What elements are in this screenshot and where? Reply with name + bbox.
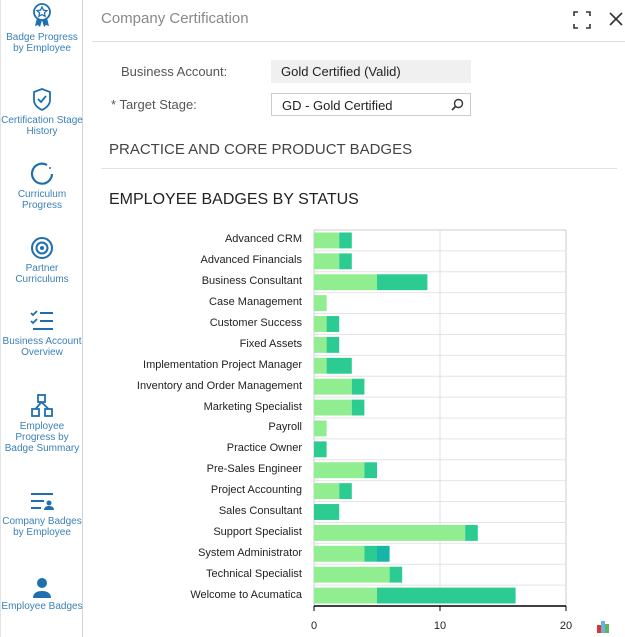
y-tick-label: Marketing Specialist: [203, 400, 302, 413]
bar-segment: [314, 462, 365, 479]
bar-segment: [314, 566, 390, 583]
bar-segment: [377, 545, 390, 562]
sidebar-item-label: Business Account Overview: [2, 336, 82, 358]
bar-segment: [364, 462, 377, 479]
sidebar-item-business-account-overview[interactable]: Business Account Overview: [1, 308, 83, 358]
y-tick-label: Technical Specialist: [206, 567, 302, 580]
required-marker: *: [111, 97, 117, 112]
header-divider: [92, 41, 625, 42]
progress-circle-icon: [30, 162, 54, 185]
sidebar-item-label: Curriculum Progress: [17, 189, 67, 211]
y-tick-label: Welcome to Acumatica: [190, 588, 302, 601]
bar-segment: [314, 441, 327, 458]
target-stage-value: GD - Gold Certified: [282, 98, 393, 113]
search-icon[interactable]: [451, 98, 464, 111]
y-tick-label: Practice Owner: [226, 442, 302, 455]
practice-badges-heading: PRACTICE AND CORE PRODUCT BADGES: [109, 141, 413, 158]
bar-segment: [314, 253, 340, 270]
sidebar: Badge Progress by Employee Certification…: [0, 0, 83, 637]
close-button[interactable]: [608, 11, 624, 32]
y-tick-label: Support Specialist: [213, 525, 302, 538]
x-tick-label: 20: [559, 620, 573, 632]
sidebar-item-certification-history[interactable]: Certification Stage History: [1, 87, 83, 137]
bar-segment: [326, 336, 340, 353]
checklist-icon: [30, 310, 53, 330]
bar-segment: [339, 483, 352, 500]
sidebar-item-partner-curriculums[interactable]: Partner Curriculums: [1, 235, 83, 285]
target-icon: [31, 237, 53, 259]
x-tick-label: 10: [433, 620, 447, 632]
y-tick-label: Payroll: [268, 421, 302, 434]
bar-segment: [314, 274, 377, 291]
sidebar-item-curriculum-progress[interactable]: Curriculum Progress: [1, 161, 83, 211]
chart-type-icon[interactable]: [596, 619, 610, 634]
target-stage-input[interactable]: GD - Gold Certified: [271, 93, 471, 116]
list-person-icon: [31, 493, 54, 510]
bar-segment: [326, 357, 352, 374]
sidebar-item-label: Employee Badges: [1, 601, 83, 612]
hierarchy-icon: [31, 394, 53, 417]
bar-segment: [314, 524, 466, 541]
bar-segment: [314, 378, 352, 395]
sidebar-item-employee-badges[interactable]: Employee Badges: [1, 577, 83, 612]
bar-segment: [351, 399, 365, 416]
dialog-title: Company Certification: [101, 10, 249, 27]
sidebar-item-label: Company Badges by Employee: [2, 516, 82, 538]
maximize-icon: [573, 11, 591, 29]
y-tick-label: Pre-Sales Engineer: [206, 463, 302, 476]
bar-segment: [314, 483, 340, 500]
bar-segment: [314, 587, 377, 604]
x-tick-label: 0: [310, 620, 318, 632]
bar-segment: [364, 545, 377, 562]
sidebar-item-employee-progress-summary[interactable]: Employee Progress by Badge Summary: [1, 393, 83, 454]
y-tick-label: Advanced CRM: [224, 233, 302, 246]
y-tick-label: Sales Consultant: [218, 505, 302, 517]
business-account-value: Gold Certified (Valid): [271, 60, 471, 83]
sidebar-item-company-badges-by-employee[interactable]: Company Badges by Employee: [1, 490, 83, 538]
bar-segment: [314, 399, 352, 416]
sidebar-item-label: Badge Progress by Employee: [6, 32, 78, 54]
close-icon: [609, 12, 623, 26]
sidebar-item-badge-progress[interactable]: Badge Progress by Employee: [1, 2, 83, 54]
y-tick-label: Advanced Financials: [200, 254, 302, 267]
bar-segment: [377, 587, 516, 604]
person-icon: [33, 578, 51, 598]
business-account-label: Business Account:: [121, 64, 228, 79]
bar-segment: [314, 232, 340, 249]
bar-segment: [314, 316, 327, 332]
y-tick-label: Fixed Assets: [239, 337, 302, 350]
bar-segment: [326, 316, 340, 332]
bar-segment: [389, 566, 403, 583]
y-tick-label: Customer Success: [209, 317, 302, 329]
y-tick-label: Inventory and Order Management: [136, 379, 302, 392]
y-tick-label: Project Accounting: [210, 484, 302, 497]
bar-segment: [314, 336, 327, 353]
employee-badges-heading: EMPLOYEE BADGES BY STATUS: [109, 191, 359, 208]
y-tick-label: Implementation Project Manager: [143, 358, 302, 371]
shield-check-icon: [33, 88, 51, 112]
bar-segment: [314, 545, 365, 562]
bar-segment: [339, 253, 352, 270]
bar-segment: [339, 232, 352, 249]
sidebar-item-label: Employee Progress by Badge Summary: [4, 421, 80, 454]
bar-segment: [351, 378, 365, 395]
bar-segment: [314, 420, 327, 437]
bar-segment: [465, 524, 478, 541]
badge-star-icon: [33, 3, 51, 27]
y-tick-label: Business Consultant: [201, 275, 302, 288]
bar-segment: [314, 295, 327, 312]
section-divider: [101, 168, 617, 169]
bar-segment: [314, 504, 340, 520]
y-tick-label: Case Management: [209, 296, 302, 309]
target-stage-label: * Target Stage:: [111, 97, 197, 112]
plot-border: [313, 229, 567, 607]
target-stage-label-text: Target Stage:: [119, 97, 197, 112]
sidebar-item-label: Certification Stage History: [1, 115, 83, 137]
sidebar-item-label: Partner Curriculums: [15, 263, 69, 285]
maximize-button[interactable]: [572, 10, 592, 35]
bar-segment: [314, 357, 327, 374]
bar-segment: [377, 274, 428, 291]
y-tick-label: System Administrator: [198, 546, 302, 559]
